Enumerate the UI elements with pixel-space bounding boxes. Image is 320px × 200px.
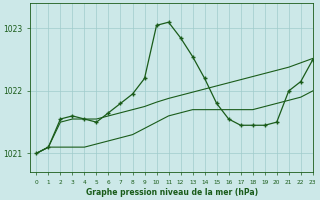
X-axis label: Graphe pression niveau de la mer (hPa): Graphe pression niveau de la mer (hPa) <box>85 188 258 197</box>
